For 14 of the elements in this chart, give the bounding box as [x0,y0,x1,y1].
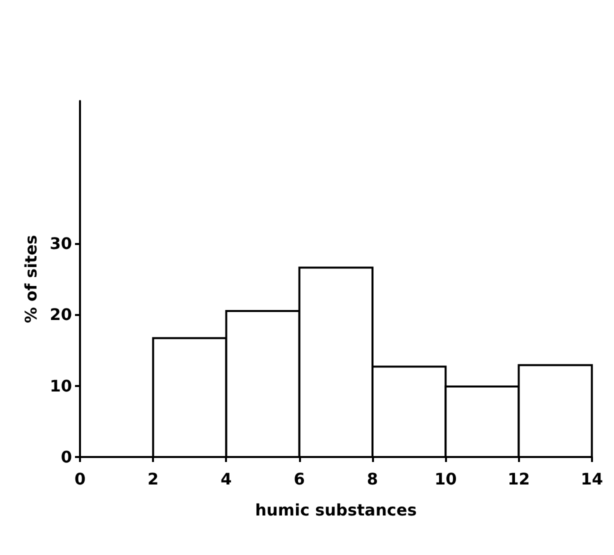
y-axis-title: % of sites [21,234,40,324]
x-tick-label: 8 [366,470,378,488]
y-tick-label: 30 [50,234,72,253]
x-tick-label: 4 [220,470,232,488]
x-axis-title: humic substances [255,500,417,520]
y-tick-label: 20 [50,305,72,324]
x-tick-label: 10 [434,470,457,488]
x-tick-label: 6 [294,470,305,488]
x-tick-label: 14 [580,470,603,488]
y-tick-label: 0 [60,448,72,466]
y-tick-label: 10 [50,376,72,396]
x-tick-label: 0 [74,470,86,488]
x-tick-label: 12 [508,470,530,488]
x-tick-label: 2 [148,470,159,488]
